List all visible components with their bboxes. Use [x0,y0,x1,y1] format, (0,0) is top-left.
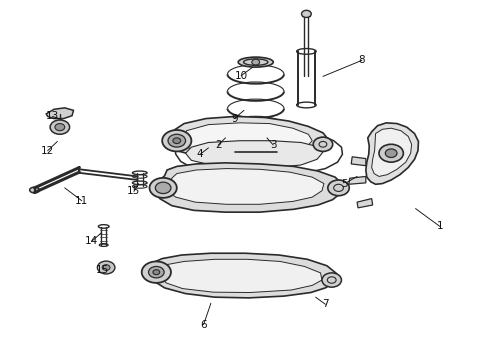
Polygon shape [372,128,412,176]
Circle shape [162,130,192,152]
Polygon shape [357,199,373,208]
Circle shape [168,134,186,147]
Circle shape [385,149,397,157]
Text: 13: 13 [46,111,59,121]
Polygon shape [349,176,366,184]
Circle shape [313,137,333,152]
Polygon shape [167,168,324,204]
Circle shape [149,178,177,198]
Circle shape [328,180,349,196]
Circle shape [148,266,164,278]
Text: 12: 12 [41,146,54,156]
Polygon shape [183,123,312,153]
Circle shape [252,59,260,65]
Text: 2: 2 [215,140,221,150]
Ellipse shape [30,187,39,193]
Text: 9: 9 [231,113,238,123]
Text: 15: 15 [96,265,109,275]
Text: 11: 11 [75,196,88,206]
Circle shape [379,144,403,162]
Polygon shape [160,259,322,293]
Polygon shape [186,141,323,167]
Circle shape [173,138,181,144]
Text: 3: 3 [270,140,276,150]
Ellipse shape [238,57,273,67]
Text: 6: 6 [200,320,207,330]
Circle shape [155,182,171,194]
Polygon shape [151,253,337,298]
Polygon shape [366,123,418,184]
Polygon shape [156,163,343,212]
Text: 5: 5 [342,179,348,189]
Circle shape [50,120,70,134]
Circle shape [55,123,65,131]
Text: 10: 10 [235,71,247,81]
Text: 14: 14 [85,237,98,247]
Circle shape [322,273,342,287]
Text: 15: 15 [127,186,141,197]
Circle shape [98,261,115,274]
Circle shape [153,270,160,275]
Circle shape [102,265,110,270]
Polygon shape [46,108,74,118]
Circle shape [142,261,171,283]
Text: 8: 8 [359,55,365,65]
Circle shape [301,10,311,18]
Polygon shape [351,157,366,166]
Polygon shape [171,116,329,159]
Text: 4: 4 [197,149,203,159]
Text: 7: 7 [322,299,329,309]
Text: 1: 1 [437,221,443,231]
